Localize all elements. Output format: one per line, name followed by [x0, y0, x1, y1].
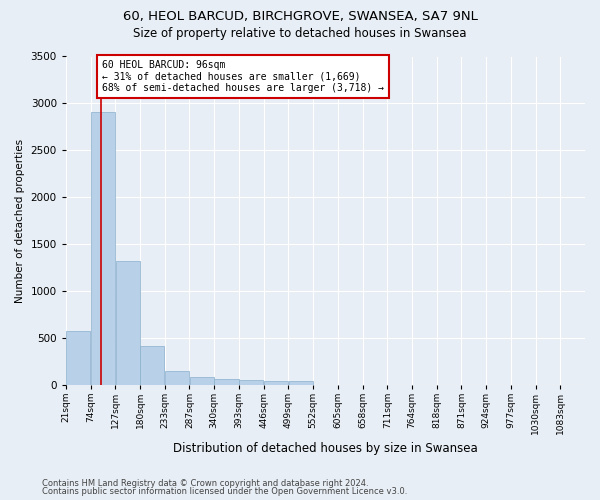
Bar	[116, 261, 140, 384]
Bar	[239, 380, 263, 384]
Bar	[190, 377, 214, 384]
Text: Contains public sector information licensed under the Open Government Licence v3: Contains public sector information licen…	[42, 487, 407, 496]
Bar	[140, 346, 164, 385]
Text: Size of property relative to detached houses in Swansea: Size of property relative to detached ho…	[133, 28, 467, 40]
Bar	[66, 331, 91, 384]
X-axis label: Distribution of detached houses by size in Swansea: Distribution of detached houses by size …	[173, 442, 478, 455]
Bar	[165, 370, 189, 384]
Y-axis label: Number of detached properties: Number of detached properties	[15, 138, 25, 302]
Bar	[91, 112, 115, 384]
Bar	[214, 380, 239, 384]
Bar	[264, 381, 288, 384]
Text: Contains HM Land Registry data © Crown copyright and database right 2024.: Contains HM Land Registry data © Crown c…	[42, 478, 368, 488]
Text: 60 HEOL BARCUD: 96sqm
← 31% of detached houses are smaller (1,669)
68% of semi-d: 60 HEOL BARCUD: 96sqm ← 31% of detached …	[102, 60, 384, 94]
Text: 60, HEOL BARCUD, BIRCHGROVE, SWANSEA, SA7 9NL: 60, HEOL BARCUD, BIRCHGROVE, SWANSEA, SA…	[122, 10, 478, 23]
Bar	[289, 382, 313, 384]
